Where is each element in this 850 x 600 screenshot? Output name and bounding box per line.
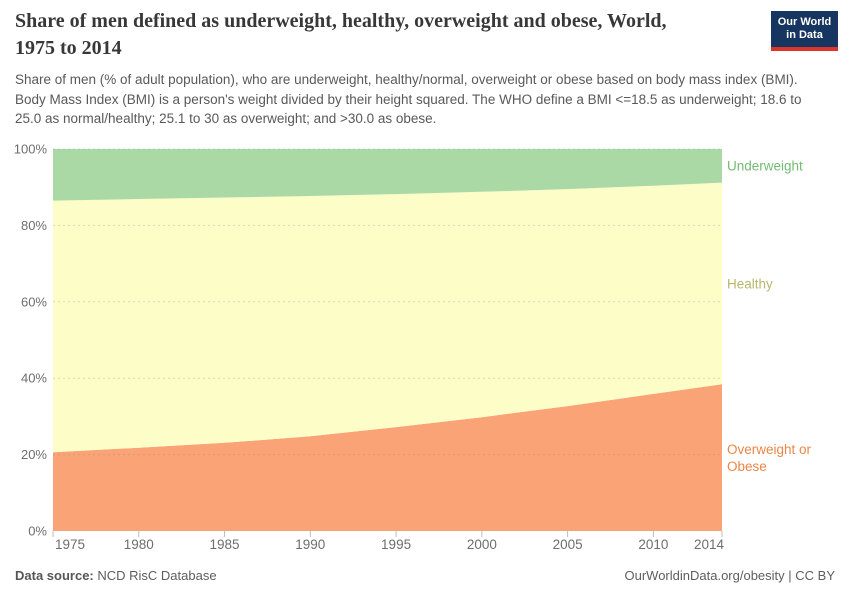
y-axis-label-0: 0% — [28, 524, 47, 539]
x-axis-label-1990: 1990 — [295, 537, 325, 552]
chart-title: Share of men defined as underweight, hea… — [15, 10, 667, 59]
x-axis-label-2000: 2000 — [467, 537, 497, 552]
area-healthy[interactable] — [53, 182, 722, 453]
y-axis-label-60: 60% — [21, 294, 47, 309]
area-underweight[interactable] — [53, 149, 722, 201]
chart-subtitle: Share of men (% of adult population), wh… — [15, 72, 802, 126]
x-axis-label-1995: 1995 — [381, 537, 411, 552]
x-axis-label-1980: 1980 — [124, 537, 154, 552]
credit-line: OurWorldinData.org/obesity | CC BY — [624, 568, 836, 583]
data-source-label: Data source: — [15, 568, 94, 583]
y-axis-label-100: 100% — [14, 142, 48, 157]
owid-logo-line2: in Data — [786, 29, 823, 41]
area-overweight-or-obese[interactable] — [53, 384, 722, 531]
chart-footer: Data source: NCD RisC Database OurWorldi… — [15, 568, 835, 583]
x-axis-label-2005: 2005 — [553, 537, 583, 552]
y-axis-label-20: 20% — [21, 447, 47, 462]
owid-logo-line1: Our World — [777, 16, 832, 28]
y-axis-label-40: 40% — [21, 371, 47, 386]
data-source: Data source: NCD RisC Database — [15, 568, 217, 583]
chart-area: 0% 20% 40% 60% 80% 100% 1975 1980 1985 1990 1995 20… — [0, 140, 850, 560]
data-source-value: NCD RisC Database — [93, 568, 217, 583]
stacked-area-chart[interactable]: 0% 20% 40% 60% 80% 100% 1975 1980 1985 1990 1995 20… — [0, 140, 850, 560]
x-axis-label-1985: 1985 — [210, 537, 240, 552]
x-axis-label-1975: 1975 — [55, 537, 85, 552]
x-axis-label-2014: 2014 — [694, 537, 725, 552]
y-axis-label-80: 80% — [21, 218, 47, 233]
owid-logo: Our World in Data — [771, 11, 838, 51]
x-axis-label-2010: 2010 — [638, 537, 668, 552]
